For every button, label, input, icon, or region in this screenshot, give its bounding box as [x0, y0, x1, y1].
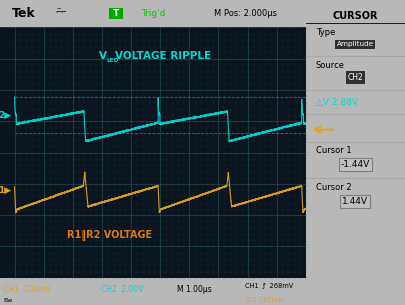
Text: -1.44V: -1.44V [341, 160, 370, 169]
Text: 202.787kHz: 202.787kHz [245, 296, 284, 303]
Text: M Pos: 2.000µs: M Pos: 2.000µs [214, 9, 277, 18]
Text: CURSOR: CURSOR [333, 11, 378, 21]
Text: 1.44V: 1.44V [342, 197, 369, 206]
Text: Type: Type [316, 27, 335, 37]
Text: Tek: Tek [12, 7, 36, 20]
Text: V: V [99, 51, 107, 61]
Text: VOLTAGE RIPPLE: VOLTAGE RIPPLE [115, 51, 211, 61]
Text: R1‖R2 VOLTAGE: R1‖R2 VOLTAGE [67, 230, 152, 241]
Text: CH2  2.00V: CH2 2.00V [101, 285, 143, 294]
Text: M 1.00µs: M 1.00µs [177, 285, 212, 294]
Text: Amplitude: Amplitude [337, 41, 374, 47]
Text: Cursor 1: Cursor 1 [316, 146, 351, 156]
Text: ⌐̅⌐: ⌐̅⌐ [55, 9, 67, 15]
Text: T: T [110, 9, 122, 18]
Text: Trig'd: Trig'd [141, 9, 165, 18]
Text: Cursor 2: Cursor 2 [316, 183, 351, 192]
Text: 2▶: 2▶ [0, 110, 12, 120]
Text: CH2: CH2 [347, 73, 363, 82]
Text: △V 2.88V: △V 2.88V [316, 98, 358, 107]
Text: Bᴡ: Bᴡ [3, 298, 13, 303]
Text: 1▶: 1▶ [0, 185, 12, 195]
Text: LED: LED [106, 58, 119, 63]
Text: Source: Source [316, 61, 345, 70]
Text: CH1  ƒ  268mV: CH1 ƒ 268mV [245, 283, 293, 289]
Text: CH1  100mV: CH1 100mV [3, 285, 51, 294]
